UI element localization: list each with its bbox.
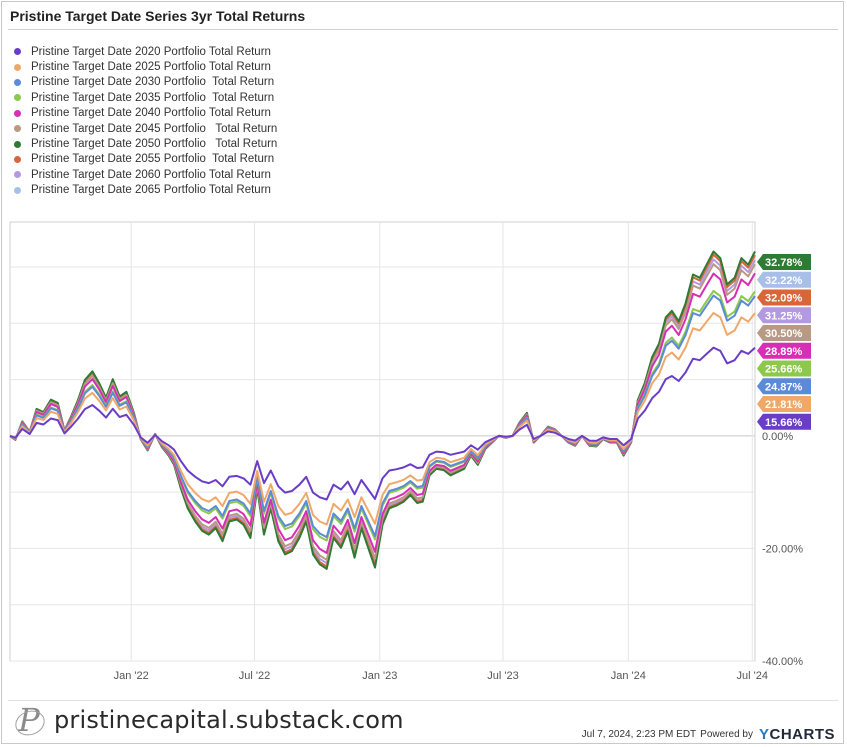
line-chart: Jan '22 Jul '22 Jan '23 Jul '23 Jan '24 Jul '… [9, 221, 811, 682]
y-tick-label: 0.00% [762, 431, 793, 443]
end-value-label: 21.81% [765, 399, 803, 411]
legend-swatch [14, 94, 21, 102]
end-value-label: 32.78% [765, 257, 803, 269]
x-tick-label: Jul '23 [487, 670, 518, 682]
legend-item[interactable]: Pristine Target Date 2055 Portfolio Tota… [14, 152, 277, 167]
legend-label: Pristine Target Date 2050 Portfolio Tota… [31, 138, 278, 151]
legend-item[interactable]: Pristine Target Date 2065 Portfolio Tota… [14, 183, 277, 198]
end-value-flag [757, 289, 811, 306]
legend-label: Pristine Target Date 2060 Portfolio Tota… [31, 168, 271, 181]
footer-stamp: Jul 7, 2024, 2:23 PM EDT Powered by YCHA… [582, 726, 835, 743]
end-value-flag [757, 254, 811, 270]
chart-title: Pristine Target Date Series 3yr Total Re… [10, 8, 306, 24]
x-tick-label: Jan '22 [114, 670, 149, 682]
legend-item[interactable]: Pristine Target Date 2040 Portfolio Tota… [14, 106, 277, 121]
legend-item[interactable]: Pristine Target Date 2060 Portfolio Tota… [14, 167, 277, 182]
end-value-label: 30.50% [765, 328, 803, 340]
end-value-label: 32.22% [765, 275, 803, 287]
legend-item[interactable]: Pristine Target Date 2030 Portfolio Tota… [14, 75, 277, 90]
end-value-label: 24.87% [765, 381, 803, 393]
brand-footer[interactable]: P pristinecapital.substack.com [11, 703, 404, 740]
end-value-flag [757, 360, 811, 377]
x-tick-label: Jul '22 [239, 670, 270, 682]
end-value-label: 25.66% [765, 364, 803, 376]
ycharts-logo-y: Y [758, 726, 770, 743]
legend-swatch [14, 125, 21, 133]
legend-swatch [14, 171, 21, 179]
end-value-label: 28.89% [765, 346, 803, 358]
legend-label: Pristine Target Date 2025 Portfolio Tota… [31, 61, 271, 74]
legend-item[interactable]: Pristine Target Date 2050 Portfolio Tota… [14, 136, 277, 151]
ycharts-logo-rest: CHARTS [769, 726, 835, 743]
legend-label: Pristine Target Date 2040 Portfolio Tota… [31, 107, 271, 120]
end-value-label: 32.09% [765, 293, 803, 305]
legend-swatch [14, 63, 21, 71]
series-line [9, 346, 756, 501]
x-tick-label: Jan '24 [611, 670, 646, 682]
title-divider [8, 29, 838, 30]
legend-swatch [14, 109, 21, 117]
legend-label: Pristine Target Date 2020 Portfolio Tota… [31, 45, 271, 58]
end-value-flag [757, 413, 811, 430]
end-value-flag [757, 378, 811, 395]
chart-legend: Pristine Target Date 2020 Portfolio Tota… [14, 44, 277, 198]
legend-item[interactable]: Pristine Target Date 2035 Portfolio Tota… [14, 90, 277, 105]
end-value-flag [757, 307, 811, 324]
legend-swatch [14, 186, 21, 194]
y-tick-label: -20.00% [762, 543, 803, 555]
legend-label: Pristine Target Date 2035 Portfolio Tota… [31, 91, 275, 104]
legend-swatch [14, 78, 21, 86]
legend-label: Pristine Target Date 2065 Portfolio Tota… [31, 184, 271, 197]
series-line [9, 312, 756, 526]
legend-label: Pristine Target Date 2030 Portfolio Tota… [31, 76, 275, 89]
legend-swatch [14, 155, 21, 163]
x-tick-label: Jul '24 [737, 670, 768, 682]
legend-swatch [14, 140, 21, 148]
legend-label: Pristine Target Date 2055 Portfolio Tota… [31, 153, 275, 166]
end-value-flag [757, 271, 811, 288]
x-tick-label: Jan '23 [362, 670, 397, 682]
plot-area [9, 221, 756, 662]
legend-item[interactable]: Pristine Target Date 2045 Portfolio Tota… [14, 121, 277, 136]
end-value-label: 31.25% [765, 310, 803, 322]
end-value-label: 15.66% [765, 417, 803, 429]
ycharts-logo[interactable]: YCHARTS [759, 726, 835, 743]
end-value-flag [757, 396, 811, 412]
footer-divider [8, 700, 838, 701]
timestamp: Jul 7, 2024, 2:23 PM EDT [581, 729, 697, 740]
legend-swatch [14, 48, 21, 56]
end-value-flag [757, 342, 811, 359]
end-value-flag [757, 325, 811, 341]
brand-url[interactable]: pristinecapital.substack.com [54, 706, 404, 734]
legend-item[interactable]: Pristine Target Date 2025 Portfolio Tota… [14, 59, 277, 74]
powered-by-label: Powered by [700, 729, 753, 740]
y-tick-label: -40.00% [762, 656, 803, 668]
legend-label: Pristine Target Date 2045 Portfolio Tota… [31, 122, 278, 135]
legend-item[interactable]: Pristine Target Date 2020 Portfolio Tota… [14, 44, 277, 59]
pristine-logo-icon: P [11, 703, 49, 740]
